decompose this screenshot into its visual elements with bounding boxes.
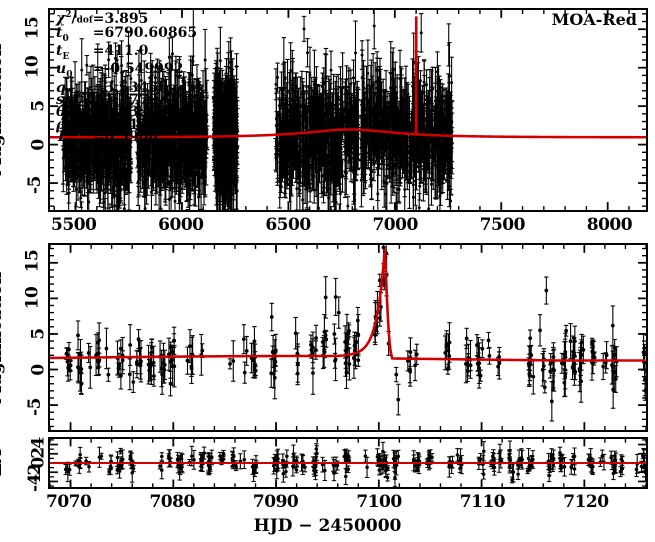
x-tick-label: 5500 bbox=[51, 215, 97, 235]
x-axis-title: HJD − 2450000 bbox=[253, 516, 402, 536]
y-tick-label: 10 bbox=[22, 286, 43, 309]
middle-panel-plot bbox=[50, 245, 646, 430]
y-tick-label: 4 bbox=[28, 437, 49, 449]
y-axis-title: Magnification bbox=[0, 43, 6, 177]
param-eq: = bbox=[92, 61, 105, 78]
param-name-bigte: TE bbox=[56, 129, 74, 149]
param-eq: = bbox=[92, 10, 105, 27]
param-value-chi2: 3.895 bbox=[104, 10, 149, 27]
dataset-legend-label: MOA-Red bbox=[551, 10, 637, 29]
y-tick-label: 0 bbox=[28, 364, 49, 376]
param-eq: = bbox=[92, 129, 105, 146]
param-row: θ = 0.8326 bbox=[56, 104, 202, 121]
param-value-te: 411.0 bbox=[104, 43, 149, 60]
param-eq: = bbox=[92, 116, 105, 133]
param-eq: = bbox=[92, 92, 105, 109]
param-value-t0: 6790.60865 bbox=[104, 25, 198, 42]
param-value-q: 3.53466e-03 bbox=[104, 79, 203, 96]
param-eq: = bbox=[92, 25, 105, 42]
x-tick-label: 7120 bbox=[563, 492, 609, 512]
x-tick-label: 7000 bbox=[372, 215, 418, 235]
x-tick-label: 7070 bbox=[46, 492, 92, 512]
param-name-rho: ρ bbox=[56, 116, 66, 133]
y-tick-label: 10 bbox=[22, 55, 43, 79]
param-value-u0: -0.549992 bbox=[104, 61, 184, 78]
y-tick-label: -5 bbox=[25, 397, 46, 416]
x-tick-label: 7100 bbox=[356, 492, 402, 512]
param-row: ρ = 0.0126 bbox=[56, 116, 202, 133]
x-tick-label: 7090 bbox=[252, 492, 299, 512]
param-row: q = 3.53466e-03 bbox=[56, 79, 203, 96]
residual-panel-plot bbox=[50, 439, 646, 487]
param-name-q: q bbox=[56, 79, 66, 96]
param-eq: = bbox=[92, 43, 105, 60]
y-axis-title: Magnification bbox=[0, 271, 6, 404]
y-tick-label: -5 bbox=[25, 175, 46, 194]
param-value-theta: 0.8326 bbox=[104, 104, 159, 121]
y-tick-label: 15 bbox=[22, 16, 43, 39]
param-value-s: 1.2779 bbox=[104, 92, 159, 109]
x-tick-label: 6000 bbox=[158, 215, 204, 235]
param-row: s = 1.2779 bbox=[56, 92, 202, 109]
param-eq: = bbox=[92, 104, 105, 121]
y-tick-label: 15 bbox=[22, 249, 43, 273]
x-tick-label: 7110 bbox=[459, 492, 506, 512]
panel-residuals bbox=[48, 437, 648, 489]
panel-middle-zoom bbox=[48, 243, 648, 432]
param-row: TE = 0.5908 bbox=[56, 129, 202, 149]
y-tick-label: 5 bbox=[28, 328, 49, 340]
param-row: u0 = -0.549992 bbox=[56, 61, 202, 81]
y-axis-title: ΔA bbox=[0, 449, 6, 477]
x-tick-label: 7500 bbox=[479, 215, 526, 235]
param-value-rho: 0.0126 bbox=[104, 116, 159, 133]
param-name-theta: θ bbox=[56, 104, 66, 121]
param-name-s: s bbox=[56, 92, 64, 109]
param-name-u0: u0 bbox=[56, 61, 73, 81]
param-name-te: tE bbox=[56, 43, 70, 63]
x-tick-label: 6500 bbox=[265, 215, 311, 235]
y-tick-label: 0 bbox=[28, 139, 49, 151]
panel-top-lightcurve bbox=[48, 8, 648, 212]
fit-parameter-annotation: χ2/dof = 3.895 t0 = 6790.60865 tE = 411.… bbox=[56, 9, 202, 150]
y-tick-label: 5 bbox=[28, 100, 49, 112]
param-row: t0 = 6790.60865 bbox=[56, 25, 202, 45]
param-row: tE = 411.0 bbox=[56, 43, 202, 63]
param-name-t0: t0 bbox=[56, 25, 69, 44]
param-name-chi2: χ2/dof bbox=[56, 10, 93, 27]
x-tick-label: 8000 bbox=[586, 215, 633, 235]
top-panel-plot bbox=[50, 10, 646, 210]
param-value-bigte: 0.5908 bbox=[104, 129, 159, 146]
param-row: χ2/dof = 3.895 bbox=[56, 9, 202, 27]
param-eq: = bbox=[92, 79, 105, 96]
parameter-table: χ2/dof = 3.895 t0 = 6790.60865 tE = 411.… bbox=[56, 9, 202, 150]
x-tick-label: 7080 bbox=[149, 492, 195, 512]
